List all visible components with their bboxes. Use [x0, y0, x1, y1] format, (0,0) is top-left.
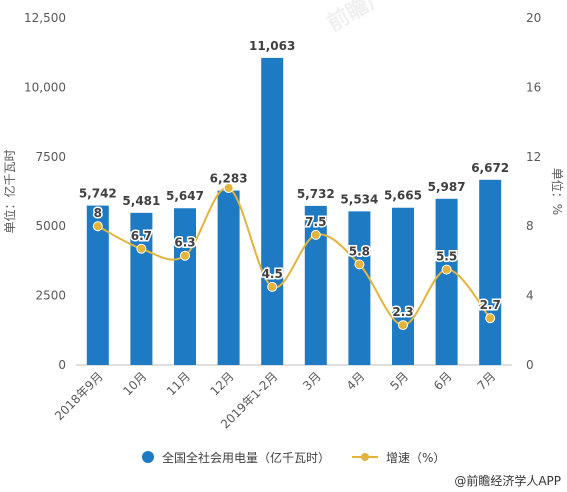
y-axis-tick-label: 0 — [58, 358, 66, 372]
growth-value-label: 8 — [94, 206, 102, 220]
growth-line — [97, 187, 491, 327]
x-axis-tick-label: 11月 — [164, 369, 193, 398]
growth-point — [485, 313, 496, 324]
y-axis-tick-label: 2500 — [35, 289, 66, 303]
y2-axis-tick-label: 20 — [526, 11, 541, 25]
y-axis-tick-label: 10,000 — [24, 80, 66, 94]
y-axis-tick-label: 5000 — [35, 219, 66, 233]
growth-point — [310, 229, 321, 240]
x-axis-tick-label: 7月 — [475, 369, 499, 393]
x-axis-tick-label: 2018年9月 — [52, 369, 106, 423]
legend-item-line: 增速（%） — [352, 449, 445, 466]
x-axis-tick-label: 4月 — [344, 369, 368, 393]
bar-value-label: 11,063 — [249, 39, 295, 53]
growth-value-label: 2.7 — [480, 298, 501, 312]
bar-value-label: 5,742 — [79, 187, 117, 201]
bar — [261, 57, 284, 366]
growth-point — [92, 221, 103, 232]
y-axis-tick-label: 12,500 — [24, 11, 66, 25]
y2-axis-tick-label: 4 — [526, 289, 534, 303]
x-axis-tick-label: 6月 — [431, 369, 455, 393]
bar — [392, 207, 414, 365]
bar-value-label: 5,534 — [340, 192, 378, 206]
bar — [86, 205, 109, 365]
bar — [348, 211, 371, 365]
x-axis-tick-label: 10月 — [120, 369, 149, 398]
y2-axis-tick-label: 12 — [526, 150, 541, 164]
bar — [435, 198, 458, 365]
y2-axis-tick-label: 0 — [526, 358, 534, 372]
x-axis-tick-label: 3月 — [300, 369, 324, 393]
legend-line-label: 增速（%） — [386, 450, 446, 465]
bar-value-label: 5,665 — [384, 189, 422, 203]
bar-value-label: 5,647 — [166, 189, 204, 203]
y2-axis-title: 单位：% — [550, 168, 565, 215]
bar — [174, 208, 196, 365]
legend-bar-label: 全国全社会用电量（亿千瓦时） — [162, 450, 331, 465]
growth-point — [354, 259, 365, 270]
legend-item-bar: 全国全社会用电量（亿千瓦时） — [142, 449, 330, 466]
growth-value-label: 5.8 — [349, 244, 370, 258]
growth-value-label: 6.7 — [131, 229, 152, 243]
growth-point — [441, 264, 452, 275]
bar — [217, 190, 240, 365]
y-axis-title: 单位：亿千瓦时 — [2, 149, 17, 233]
growth-point — [398, 320, 408, 331]
growth-value-label: 2.3 — [392, 305, 413, 319]
bar-value-label: 5,987 — [428, 180, 466, 194]
legend: 全国全社会用电量（亿千瓦时） 增速（%） — [142, 448, 467, 466]
bar-value-label: 6,672 — [471, 161, 509, 175]
chart: 0 2500 5000 7500 10,000 12,500 0 4 8 12 16 20 单位：亿千瓦… — [2, 11, 565, 432]
growth-value-label: 4.5 — [262, 267, 283, 281]
y-axis-tick-label: 7500 — [35, 150, 66, 164]
bar-value-label: 5,732 — [297, 187, 335, 201]
bar-value-label: 6,283 — [210, 172, 248, 186]
x-axis-tick-label: 12月 — [208, 369, 237, 398]
bar — [479, 179, 502, 365]
growth-value-label: 6.3 — [174, 236, 195, 250]
y2-axis-tick-label: 16 — [526, 80, 541, 94]
growth-value-label: 5.5 — [436, 250, 457, 264]
y2-axis-tick-label: 8 — [526, 219, 534, 233]
legend-line-marker — [352, 451, 379, 463]
source-credit: @前瞻经济学人APP — [454, 474, 561, 488]
growth-value-label: 7.5 — [305, 215, 326, 229]
growth-point — [136, 243, 147, 254]
bar-value-label: 5,481 — [122, 194, 160, 208]
growth-point — [267, 281, 278, 292]
bar — [304, 205, 327, 365]
growth-point — [223, 183, 234, 194]
growth-point — [180, 250, 190, 261]
x-axis-tick-label: 5月 — [387, 369, 411, 393]
legend-bar-marker — [142, 451, 154, 463]
